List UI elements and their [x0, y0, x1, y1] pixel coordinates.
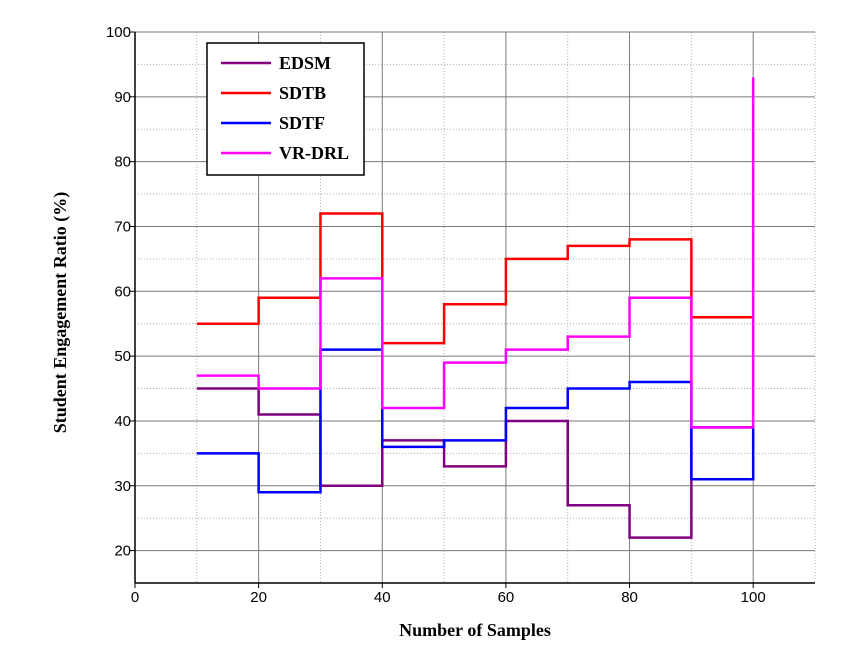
tick-labels: 20 30 40 50 60 70 80 90 100 0 20 40 60 80 100 [106, 24, 766, 606]
legend-label-sdtf: SDTF [279, 113, 325, 133]
series-line-vr-drl [196, 77, 755, 429]
y-tick-label: 70 [114, 218, 131, 235]
y-tick-label: 20 [114, 543, 131, 560]
x-tick-label: 20 [250, 589, 267, 606]
y-tick-label: 80 [114, 154, 131, 171]
x-tick-label: 40 [374, 589, 391, 606]
y-tick-label: 100 [106, 24, 131, 41]
legend-label-sdtb: SDTB [279, 83, 326, 103]
series-line-edsm [196, 387, 754, 539]
legend-label-edsm: EDSM [279, 53, 331, 73]
legend: EDSM SDTB SDTF VR-DRL [206, 42, 365, 176]
axes [134, 32, 815, 584]
x-tick-label: 80 [621, 589, 638, 606]
y-tick-label: 50 [114, 348, 131, 365]
series-lines [196, 77, 755, 539]
x-tick-label: 60 [498, 589, 515, 606]
y-tick-label: 30 [114, 478, 131, 495]
y-tick-label: 90 [114, 89, 131, 106]
x-tick-label: 0 [131, 589, 139, 606]
y-axis-label: Student Engagement Ratio (%) [50, 192, 71, 434]
series-line-sdtb [196, 212, 754, 345]
y-tick-label: 60 [114, 283, 131, 300]
x-tick-label: 100 [741, 589, 766, 606]
y-tick-label: 40 [114, 413, 131, 430]
x-axis-label: Number of Samples [399, 620, 551, 640]
legend-label-vr-drl: VR-DRL [279, 143, 349, 163]
